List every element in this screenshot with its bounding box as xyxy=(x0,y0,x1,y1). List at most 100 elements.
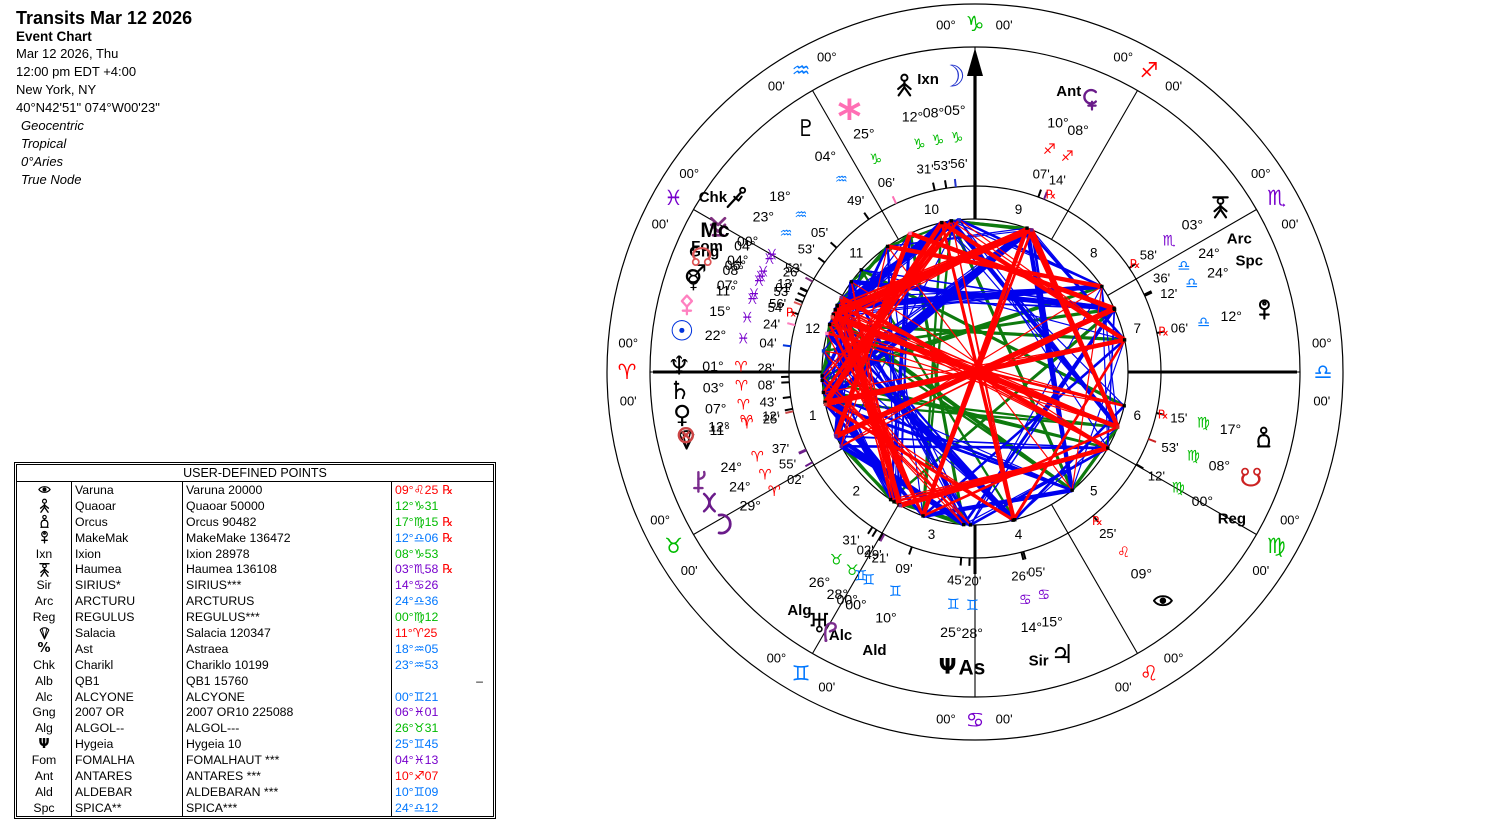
chart-detail-line-3: 40°N42'51" 074°W00'23" xyxy=(16,100,160,115)
point-glyph-cell: Alb xyxy=(17,672,72,689)
svg-text:24°: 24° xyxy=(729,480,750,496)
salacia-icon xyxy=(678,430,695,450)
user-defined-points-table: USER-DEFINED POINTS Varuna Varuna 20000 09… xyxy=(14,462,496,819)
svg-text:♎: ♎ xyxy=(1197,315,1210,331)
svg-text:00': 00' xyxy=(652,216,669,231)
svg-text:15°: 15° xyxy=(1041,614,1062,630)
point-position: – xyxy=(476,673,483,688)
svg-text:00°: 00° xyxy=(618,335,638,350)
svg-text:00°: 00° xyxy=(679,166,699,181)
svg-text:17°: 17° xyxy=(1220,422,1241,438)
point-glyph-cell: % xyxy=(17,640,72,657)
svg-text:00°: 00° xyxy=(1251,166,1271,181)
svg-text:1: 1 xyxy=(809,408,817,423)
svg-text:23°: 23° xyxy=(753,210,774,226)
svg-text:℞: ℞ xyxy=(1158,408,1169,422)
table-row: Arc ARCTURU ARCTURUS 24°♎36 xyxy=(17,593,493,610)
ceres-icon xyxy=(1083,88,1098,111)
svg-text:04°: 04° xyxy=(734,239,755,255)
svg-text:24°: 24° xyxy=(720,460,741,476)
svg-text:15': 15' xyxy=(1170,411,1187,426)
svg-text:14': 14' xyxy=(1049,172,1066,187)
svg-text:♉: ♉ xyxy=(846,563,859,579)
svg-text:28°: 28° xyxy=(961,626,982,642)
juno-icon: * xyxy=(837,90,861,144)
svg-text:♋: ♋ xyxy=(1037,588,1050,604)
point-full-name: SPICA*** xyxy=(182,799,392,816)
svg-text:7: 7 xyxy=(1134,321,1142,336)
svg-text:05°: 05° xyxy=(944,103,965,119)
antares-label: Ant xyxy=(1056,83,1081,100)
table-row: % Ast Astraea 18°♒05 xyxy=(17,640,493,657)
svg-text:26': 26' xyxy=(1011,569,1028,584)
svg-text:♈: ♈ xyxy=(751,450,764,466)
point-position: 24°♎12 xyxy=(395,800,439,815)
svg-text:00°: 00° xyxy=(936,18,956,33)
svg-text:36': 36' xyxy=(1153,270,1170,285)
point-name: Ixion xyxy=(71,545,183,562)
table-row: Salacia Salacia 120347 11°♈25 xyxy=(17,625,493,641)
point-glyph-cell: Fom xyxy=(17,752,72,769)
svg-text:01': 01' xyxy=(775,280,792,295)
point-glyph-cell: Ixn xyxy=(17,545,72,562)
svg-text:♎: ♎ xyxy=(1314,360,1333,384)
svg-text:56': 56' xyxy=(950,156,967,171)
chart-detail-line-1: 12:00 pm EDT +4:00 xyxy=(16,64,137,79)
svg-text:♋: ♋ xyxy=(966,708,985,732)
svg-text:♊: ♊ xyxy=(947,597,960,613)
table-row: Sir SIRIUS* SIRIUS*** 14°♋26 xyxy=(17,577,493,594)
mercury-icon: ☿ xyxy=(686,268,700,294)
svg-text:♍: ♍ xyxy=(1197,416,1210,432)
salacia-icon xyxy=(39,627,49,640)
svg-text:08°: 08° xyxy=(1067,123,1088,139)
point-full-name: Orcus 90482 xyxy=(182,513,392,530)
svg-text:00°: 00° xyxy=(650,513,670,528)
svg-text:11: 11 xyxy=(849,246,863,261)
svg-text:♎: ♎ xyxy=(1178,259,1191,275)
table-row: Alc ALCYONE ALCYONE 00°♊21 xyxy=(17,688,493,705)
svg-text:22°: 22° xyxy=(705,328,726,344)
svg-text:♍: ♍ xyxy=(1267,534,1286,558)
svg-text:08°: 08° xyxy=(722,263,743,279)
point-position: 17°♍15 ℞ xyxy=(395,514,454,529)
svg-text:04°: 04° xyxy=(727,253,748,269)
svg-text:10: 10 xyxy=(924,202,939,217)
gonggong-label: Gng xyxy=(689,244,719,261)
svg-text:26°: 26° xyxy=(809,575,830,591)
chariklo-label: Chk xyxy=(699,189,728,206)
svg-text:♈: ♈ xyxy=(741,417,754,433)
svg-text:6: 6 xyxy=(1134,408,1142,423)
svg-text:53': 53' xyxy=(933,158,950,173)
svg-text:♑: ♑ xyxy=(913,137,926,153)
point-full-name: Varuna 20000 xyxy=(182,482,392,498)
svg-text:♍: ♍ xyxy=(1172,480,1185,496)
point-name: REGULUS xyxy=(71,609,183,626)
svg-text:05': 05' xyxy=(1028,564,1045,579)
table-title: USER-DEFINED POINTS xyxy=(17,465,493,482)
svg-text:♓: ♓ xyxy=(748,287,761,303)
table-row: Alb QB1 QB1 15760 – xyxy=(17,672,493,689)
table-row: Haumea Haumea 136108 03°♏58 ℞ xyxy=(17,561,493,578)
point-full-name: ALCYONE xyxy=(182,688,392,705)
point-position: 12°♎06 ℞ xyxy=(395,530,454,545)
point-full-name: Chariklo 10199 xyxy=(182,656,392,673)
point-glyph-cell xyxy=(17,482,72,498)
point-position: 03°♏58 ℞ xyxy=(395,562,454,577)
point-full-name: Hygeia 10 xyxy=(182,736,392,753)
hygeia-icon: Ψ xyxy=(939,655,957,679)
svg-text:℞: ℞ xyxy=(1158,325,1169,339)
svg-text:♈: ♈ xyxy=(735,360,748,376)
svg-text:03°: 03° xyxy=(703,380,724,396)
svg-text:♓: ♓ xyxy=(755,269,768,285)
svg-text:25°: 25° xyxy=(853,127,874,143)
svg-text:07': 07' xyxy=(1033,166,1050,181)
point-position: 06°♓01 xyxy=(395,705,439,720)
svg-text:♌: ♌ xyxy=(1117,545,1130,561)
point-full-name: Ixion 28978 xyxy=(182,545,392,562)
svg-text:12': 12' xyxy=(762,409,779,424)
svg-text:00°: 00° xyxy=(845,597,866,613)
table-row: Ant ANTARES ANTARES *** 10°♐07 xyxy=(17,768,493,784)
svg-text:♓: ♓ xyxy=(746,292,759,308)
svg-text:8: 8 xyxy=(1090,246,1098,261)
mars-icon: ♂ xyxy=(684,260,707,290)
